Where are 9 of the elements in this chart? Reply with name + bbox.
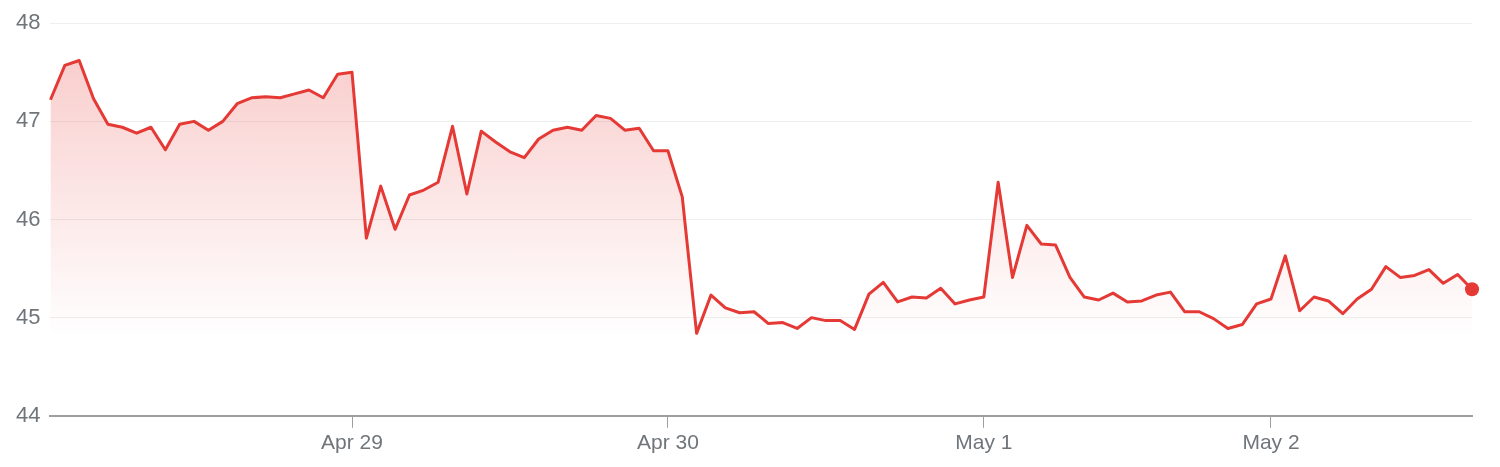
x-tick-label: Apr 30 — [636, 430, 699, 454]
y-tick-label: 48 — [15, 9, 41, 35]
x-tick-label: May 2 — [1242, 430, 1300, 454]
y-tick-label: 46 — [15, 205, 41, 231]
y-tick-label: 44 — [15, 401, 41, 427]
x-tick-label: Apr 29 — [321, 430, 383, 454]
y-tick-label: 47 — [15, 107, 41, 133]
x-tick-label: May 1 — [955, 430, 1013, 454]
y-tick-label: 45 — [15, 303, 41, 329]
